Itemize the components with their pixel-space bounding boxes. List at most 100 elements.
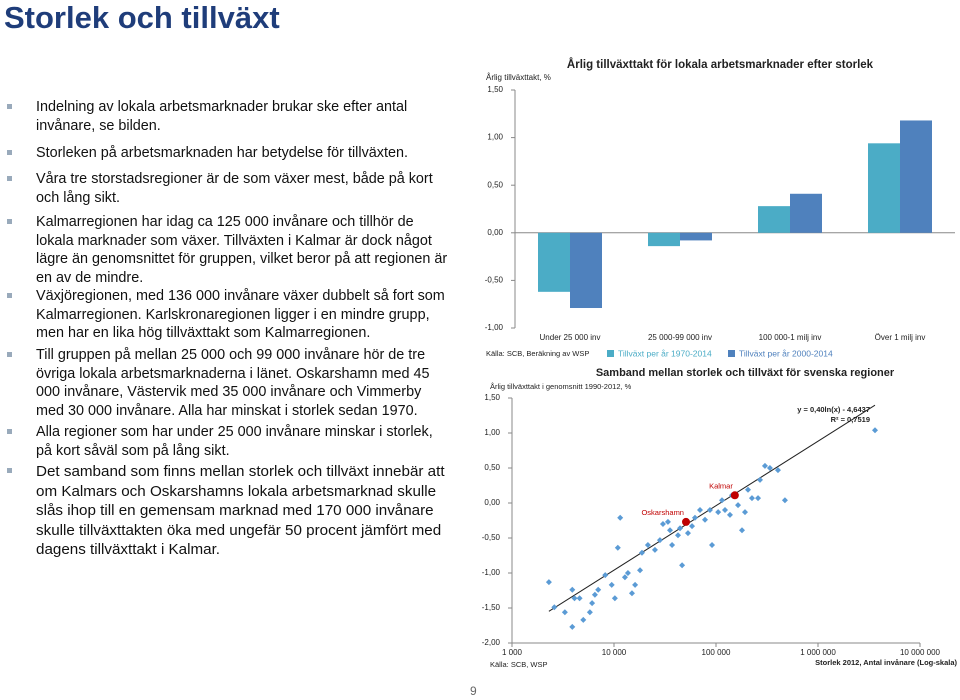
point (689, 523, 696, 530)
x-tick-label: 10 000 (602, 648, 627, 657)
point (659, 521, 666, 527)
bullet: Indelning av lokala arbetsmarknader bruk… (7, 98, 448, 135)
x-axis-title: Storlek 2012, Antal invånare (Log-skala) (815, 658, 957, 667)
point (644, 542, 651, 548)
point (576, 595, 583, 602)
x-tick-label: 10 000 000 (900, 648, 941, 657)
point (756, 476, 763, 483)
point (614, 544, 621, 551)
bar (680, 232, 712, 241)
point (571, 595, 578, 602)
point (677, 525, 684, 532)
point (595, 586, 602, 593)
bullet: Våra tre storstadsregioner är de som väx… (7, 170, 448, 207)
point (617, 514, 624, 521)
point (608, 581, 615, 588)
y-tick-label: 0,50 (487, 180, 503, 189)
x-tick-label: 25 000-99 000 inv (648, 333, 712, 342)
y-tick-label: -1,50 (482, 603, 501, 612)
bar (790, 193, 822, 233)
point (651, 546, 658, 553)
point (589, 600, 596, 607)
highlight-label: Oskarshamn (641, 508, 684, 517)
point (741, 509, 748, 516)
y-tick-label: 1,00 (487, 133, 503, 142)
point (561, 609, 568, 616)
point (726, 511, 733, 518)
x-tick-label: 1 000 (502, 648, 523, 657)
source: Källa: SCB, WSP (490, 660, 548, 669)
chart-title: Årlig tillväxttakt för lokala arbetsmark… (567, 58, 874, 71)
point (709, 542, 716, 548)
x-tick-label: Över 1 milj inv (875, 333, 926, 342)
point (611, 595, 618, 602)
point (591, 591, 598, 598)
y-tick-label: -2,00 (482, 638, 501, 647)
x-tick-label: 100 000 (702, 648, 731, 657)
r-squared: R² = 0,7519 (831, 415, 870, 424)
point (624, 570, 631, 576)
point (674, 532, 681, 539)
point (569, 586, 576, 593)
x-tick-label: Under 25 000 inv (540, 333, 601, 342)
slide-title: Storlek och tillväxt (4, 0, 280, 35)
point (679, 562, 686, 569)
legend-swatch (607, 350, 614, 357)
point (569, 623, 576, 630)
y-tick-label: -0,50 (482, 533, 501, 542)
point (761, 462, 768, 469)
bar (900, 120, 932, 233)
point (871, 427, 878, 434)
y-tick-label: 0,00 (484, 498, 500, 507)
y-tick-label: 0,50 (484, 463, 500, 472)
bar (648, 232, 680, 247)
y-tick-label: -1,00 (485, 323, 504, 332)
point (706, 507, 713, 513)
bullet: Alla regioner som har under 25 000 invån… (7, 423, 448, 460)
point (697, 507, 704, 513)
point (766, 465, 773, 471)
y-axis-title: Årlig tillväxttakt, % (486, 73, 551, 82)
point (545, 579, 552, 586)
point (718, 497, 725, 504)
y-tick-label: -1,00 (482, 568, 501, 577)
point (656, 537, 663, 544)
point (745, 486, 752, 493)
point (774, 467, 781, 474)
point (701, 516, 708, 523)
legend-label: Tillväxt per år 1970-2014 (618, 348, 712, 358)
trendline-equation: y = 0,40ln(x) - 4,6437 (797, 405, 870, 414)
bullet: Det samband som finns mellan storlek och… (7, 462, 448, 560)
point (721, 507, 728, 513)
bullet: Kalmarregionen har idag ca 125 000 invån… (7, 214, 448, 286)
x-tick-label: 1 000 000 (800, 648, 836, 657)
highlight-label: Kalmar (709, 481, 733, 490)
point (715, 509, 722, 516)
bar (868, 143, 900, 233)
point (738, 527, 745, 534)
highlight-point (681, 517, 690, 526)
point (602, 572, 609, 579)
bar (538, 232, 570, 292)
point (628, 590, 635, 597)
y-tick-label: 1,00 (484, 428, 500, 437)
point (666, 527, 673, 534)
y-tick-label: 1,50 (484, 393, 500, 402)
y-axis-title: Årlig tillväxttakt i genomsnitt 1990-201… (490, 382, 632, 391)
y-tick-label: 0,00 (487, 228, 503, 237)
bar (758, 206, 790, 233)
point (580, 616, 587, 623)
bullet: Storleken på arbetsmarknaden har betydel… (7, 144, 448, 163)
point (781, 497, 788, 504)
x-tick-label: 100 000-1 milj inv (759, 333, 822, 342)
point (755, 495, 762, 502)
bullet: Till gruppen på mellan 25 000 och 99 000… (7, 346, 448, 420)
point (637, 567, 644, 574)
y-tick-label: 1,50 (487, 85, 503, 94)
bullet: Växjöregionen, med 136 000 invånare växe… (7, 287, 448, 343)
chart-title: Samband mellan storlek och tillväxt för … (596, 367, 895, 379)
point (691, 514, 698, 521)
page-number: 9 (470, 684, 477, 698)
